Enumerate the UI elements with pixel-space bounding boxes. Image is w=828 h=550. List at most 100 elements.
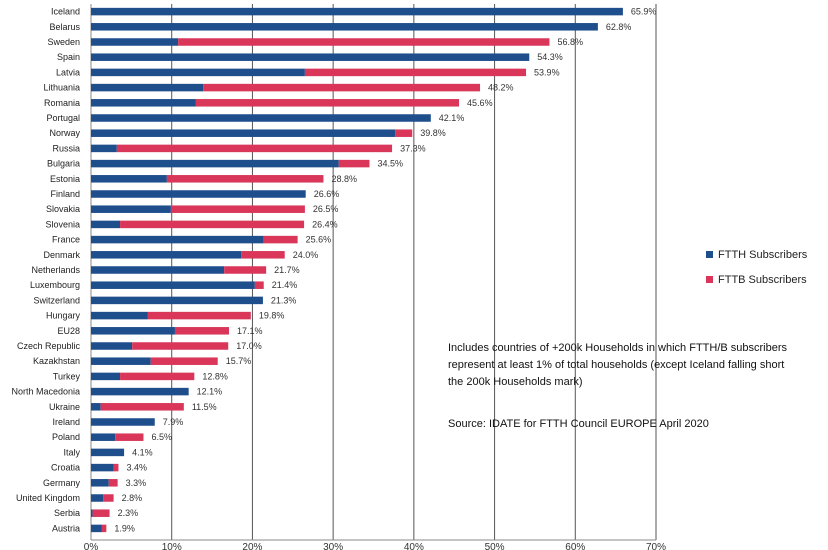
bar-ftth [91,524,102,533]
data-label: 39.8% [420,128,446,138]
bar-ftth [91,372,121,381]
y-tick-label: Belarus [49,22,80,32]
legend-item-fttb: FTTB Subscribers [706,273,807,286]
legend-label-ftth: FTTH Subscribers [718,248,808,261]
y-tick-label: Serbia [54,508,80,518]
data-label: 21.4% [272,280,298,290]
data-label: 2.8% [122,493,143,503]
x-tick-label: 40% [404,542,424,550]
y-tick-label: Austria [52,523,80,533]
y-tick-label: Estonia [50,174,80,184]
data-label: 17.1% [237,326,263,336]
data-label: 3.4% [126,463,147,473]
bar-ftth [91,129,396,137]
data-label: 34.5% [377,159,403,169]
bar-ftth [91,494,104,502]
bar-ftth [91,433,116,441]
bar-ftth [91,235,264,244]
data-label: 26.4% [312,219,338,229]
bar-ftth [91,68,305,77]
data-label: 4.1% [132,447,153,457]
data-label: 45.6% [467,98,493,108]
y-tick-label: Hungary [46,311,81,321]
data-label: 21.7% [274,265,300,275]
y-tick-label: Czech Republic [17,341,81,351]
y-tick-label: Netherlands [31,265,80,275]
data-label: 25.6% [306,235,332,245]
data-label: 37.3% [400,143,426,153]
bar-ftth [91,144,117,153]
bar-ftth [91,114,431,122]
chart-note: Includes countries of +200k Households i… [448,340,808,391]
bar-fttb [115,433,144,441]
y-tick-label: EU28 [57,326,80,336]
bar-ftth [91,509,93,517]
bar-fttb [147,311,251,320]
bar-fttb [338,159,370,168]
data-label: 42.1% [439,113,465,123]
x-tick-label: 70% [646,542,666,550]
bar-fttb [116,144,393,153]
bar-fttb [113,463,119,472]
bar-fttb [178,38,550,46]
bar-ftth [91,53,530,61]
bar-fttb [120,220,305,229]
bar-ftth [91,99,196,107]
bar-ftth [91,357,151,365]
legend-swatch-ftth [706,251,713,258]
legend-item-ftth: FTTH Subscribers [706,248,807,261]
y-tick-label: Portugal [46,113,80,123]
data-label: 48.2% [488,83,514,93]
data-label: 2.3% [118,508,139,518]
y-tick-label: Russia [52,143,80,153]
y-tick-label: Sweden [47,37,80,47]
data-label: 54.3% [537,52,563,62]
data-label: 19.8% [259,311,285,321]
bar-ftth [91,266,225,274]
data-label: 28.8% [331,174,357,184]
y-tick-label: North Macedonia [11,387,80,397]
bar-fttb [224,266,267,274]
y-tick-label: Slovakia [46,204,80,214]
bar-fttb [150,357,218,365]
data-label: 1.9% [114,523,135,533]
bar-ftth [91,205,171,213]
y-tick-label: Slovenia [45,219,80,229]
bar-ftth [91,403,101,411]
y-tick-label: United Kingdom [16,493,80,503]
data-label: 21.3% [271,295,297,305]
y-tick-label: Romania [44,98,80,108]
y-tick-label: Ukraine [49,402,80,412]
note-line: represent at least 1% of total household… [448,359,785,371]
bar-ftth [91,190,306,198]
note-line: the 200k Households mark) [448,376,583,388]
legend: FTTH Subscribers FTTB Subscribers [706,248,807,298]
bar-fttb [174,327,230,335]
y-tick-label: Lithuania [43,83,80,93]
bar-ftth [91,38,179,46]
x-tick-label: 30% [323,542,343,550]
bar-fttb [304,68,527,77]
bar-ftth [91,327,175,335]
y-tick-label: Poland [52,432,80,442]
bar-ftth [91,342,133,350]
data-label: 53.9% [534,67,560,77]
y-tick-label: Switzerland [33,295,80,305]
bar-ftth [91,251,242,259]
bar-fttb [108,479,118,487]
bar-fttb [166,175,324,183]
bar-ftth [91,448,125,457]
x-tick-label: 20% [242,542,262,550]
y-tick-label: Iceland [51,7,80,17]
y-tick-label: Germany [43,478,81,488]
data-label: 12.8% [202,371,228,381]
bar-ftth [91,23,598,31]
bar-fttb [254,281,264,289]
y-tick-label: Bulgaria [47,159,80,169]
data-label: 6.5% [151,432,172,442]
y-tick-label: Kazakhstan [33,356,80,366]
data-label: 26.5% [313,204,339,214]
y-tick-label: Italy [63,447,80,457]
y-tick-label: Spain [57,52,80,62]
